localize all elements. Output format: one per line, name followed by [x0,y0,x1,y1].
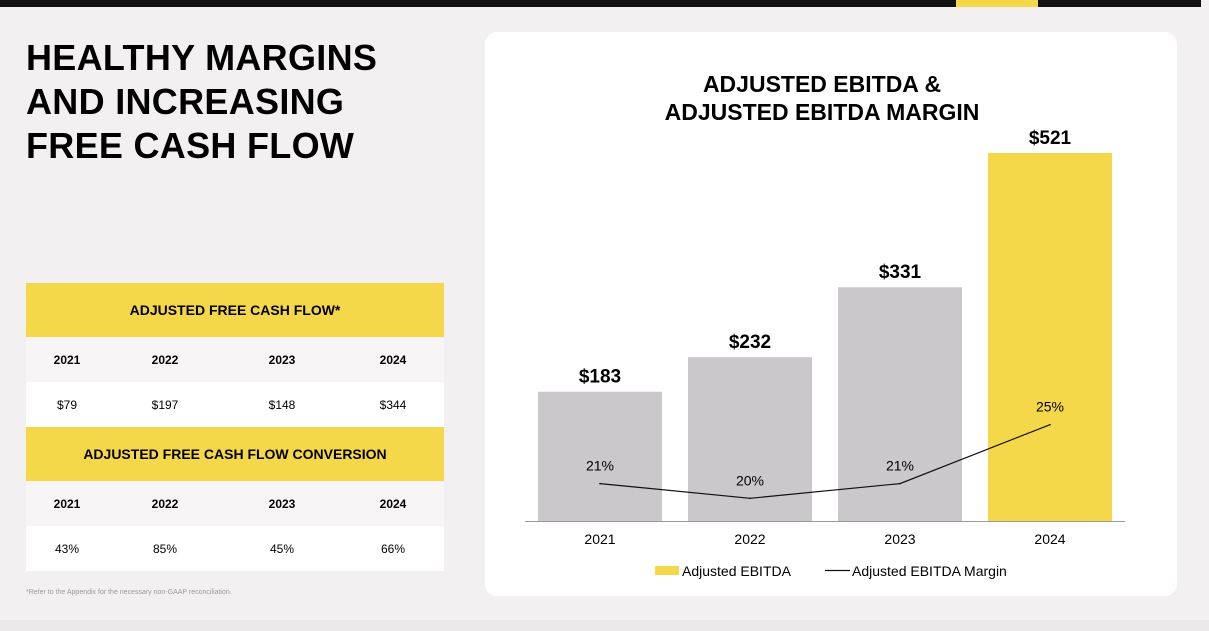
title-line-2: AND INCREASING [26,81,345,122]
chart-title-line-1: ADJUSTED EBITDA & [702,71,942,97]
value-cell: 43% [54,541,80,556]
value-cell: $344 [379,397,407,412]
margin-label: 25% [1036,399,1064,415]
x-tick-label: 2023 [884,531,915,547]
table-header: ADJUSTED FREE CASH FLOW CONVERSION [26,427,444,481]
margin-line [599,424,1051,499]
footnote: *Refer to the Appendix for the necessary… [26,589,232,596]
table-row: 43% 85% 45% 66% [26,526,444,571]
year-cell: 2022 [151,496,179,511]
title-line-1: HEALTHY MARGINS [26,37,378,78]
top-bar [0,0,1201,7]
value-cell: $148 [268,397,296,412]
year-cell: 2023 [268,496,296,511]
x-tick-label: 2021 [584,531,615,547]
bar-2021 [538,391,662,521]
bar-value-label: $331 [879,262,922,283]
margin-point [1049,423,1051,426]
bar-value-label: $232 [729,332,771,353]
bar-2023 [838,287,962,521]
year-cell: 2021 [53,496,81,511]
bottom-bar [0,620,1209,631]
year-cell: 2021 [53,352,81,367]
x-tick-label: 2022 [734,531,765,547]
value-cell: 45% [269,541,295,556]
x-tick-label: 2024 [1034,531,1065,547]
bar-value-label: $183 [579,367,621,388]
year-cell: 2023 [268,352,296,367]
legend-swatch-bar [655,566,679,575]
margin-point [899,482,901,485]
value-cell: 66% [380,541,406,556]
table-row: 2021 2022 2023 2024 [26,481,444,526]
margin-label: 21% [586,458,614,474]
bar-2022 [688,357,812,521]
year-cell: 2024 [379,352,407,367]
margin-label: 21% [886,458,914,474]
table-header: ADJUSTED FREE CASH FLOW* [26,283,444,337]
page-title: HEALTHY MARGINS AND INCREASING FREE CASH… [26,36,446,168]
title-line-3: FREE CASH FLOW [26,125,355,166]
margin-label: 20% [736,472,764,488]
margin-point [749,497,751,500]
bar-value-label: $521 [1029,128,1072,149]
margin-point [599,482,601,485]
value-cell: $197 [151,397,179,412]
value-cell: 85% [152,541,178,556]
legend-label-bar: Adjusted EBITDA [682,563,792,579]
value-cell: $79 [56,397,78,412]
bar-2024 [988,153,1112,521]
top-bar-accent [956,0,1038,7]
year-cell: 2024 [379,496,407,511]
legend-label-line: Adjusted EBITDA Margin [852,563,1007,579]
table-row: $79 $197 $148 $344 [26,382,444,427]
table-row: 2021 2022 2023 2024 [26,337,444,382]
chart-title-line-2: ADJUSTED EBITDA MARGIN [664,99,980,125]
year-cell: 2022 [151,352,179,367]
fcf-conversion-table: ADJUSTED FREE CASH FLOW CONVERSION 2021 … [26,427,444,571]
adjusted-fcf-table: ADJUSTED FREE CASH FLOW* 2021 2022 2023 … [26,283,444,427]
